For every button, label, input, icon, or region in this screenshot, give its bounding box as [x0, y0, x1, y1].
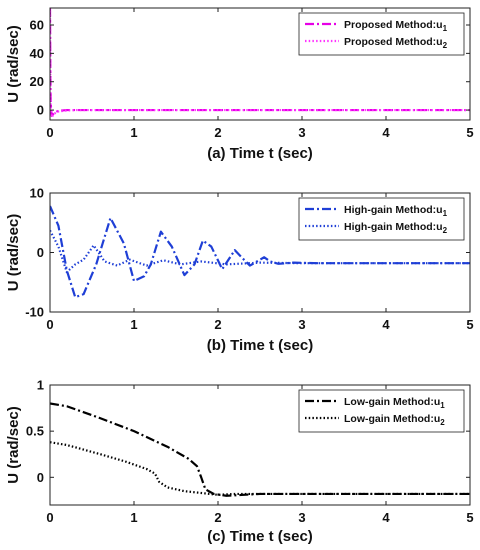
y-axis-label: U (rad/sec): [5, 406, 22, 484]
y-tick-label: -10: [25, 305, 44, 320]
x-tick-label: 2: [214, 317, 221, 332]
series-line-c-2: [50, 441, 470, 496]
x-tick-label: 2: [214, 125, 221, 140]
legend: Proposed Method:u1 Proposed Method:u2: [298, 12, 465, 56]
series-line-a-2: [50, 10, 470, 119]
x-tick-label: 2: [214, 510, 221, 525]
series-line-c-1: [50, 402, 470, 497]
y-tick-label: 20: [30, 74, 44, 89]
panel-c: 0 1 2 3 4 5 0 0.5 1 (c) Time t (sec) U (rad/sec) Lo…: [5, 378, 474, 546]
legend: High-gain Method:u1 High-gain Method:u2: [298, 197, 465, 241]
x-tick-label: 0: [46, 317, 53, 332]
x-axis-label: (a) Time t (sec): [207, 145, 313, 162]
panel-a: 0 1 2 3 4 5 0 20 40 60 (a) Time t (sec) U (rad/sec)…: [5, 7, 474, 162]
series-line-b-1: [50, 205, 470, 299]
series-line-b-2: [50, 229, 470, 274]
x-tick-label: 3: [298, 510, 305, 525]
axes-box: [49, 7, 471, 121]
y-tick-label: 0: [37, 470, 44, 485]
legend-entry: Low-gain Method:u2: [344, 413, 445, 427]
x-axis-label: (c) Time t (sec): [207, 528, 313, 545]
x-tick-label: 3: [298, 125, 305, 140]
y-axis-label: U (rad/sec): [5, 214, 22, 292]
y-tick-label: 0: [37, 103, 44, 118]
x-tick-label: 5: [466, 125, 473, 140]
legend-entry: Low-gain Method:u1: [344, 396, 445, 410]
legend-box: [298, 12, 465, 56]
x-tick-label: 1: [130, 125, 137, 140]
legend-box: [298, 389, 465, 433]
y-axis-label: U (rad/sec): [5, 25, 22, 103]
legend-entry: High-gain Method:u1: [344, 204, 448, 218]
x-tick-label: 1: [130, 317, 137, 332]
axes-box: [49, 384, 471, 506]
x-tick-label: 3: [298, 317, 305, 332]
y-tick-label: 10: [30, 186, 44, 201]
y-tick-label: 60: [30, 18, 44, 33]
y-tick-label: 0.5: [26, 424, 44, 439]
x-tick-label: 4: [382, 510, 390, 525]
legend-entry: Proposed Method:u1: [344, 19, 448, 33]
y-tick-label: 0: [37, 245, 44, 260]
y-tick-label: 40: [30, 46, 44, 61]
x-tick-label: 4: [382, 125, 390, 140]
legend: Low-gain Method:u1 Low-gain Method:u2: [298, 389, 465, 433]
x-tick-label: 0: [46, 125, 53, 140]
x-tick-label: 0: [46, 510, 53, 525]
x-tick-label: 5: [466, 317, 473, 332]
legend-entry: High-gain Method:u2: [344, 221, 448, 235]
x-tick-label: 4: [382, 317, 390, 332]
y-tick-label: 1: [37, 378, 44, 393]
legend-box: [298, 197, 465, 241]
x-tick-label: 5: [466, 510, 473, 525]
x-axis-label: (b) Time t (sec): [207, 337, 313, 354]
legend-entry: Proposed Method:u2: [344, 36, 448, 50]
x-tick-label: 1: [130, 510, 137, 525]
